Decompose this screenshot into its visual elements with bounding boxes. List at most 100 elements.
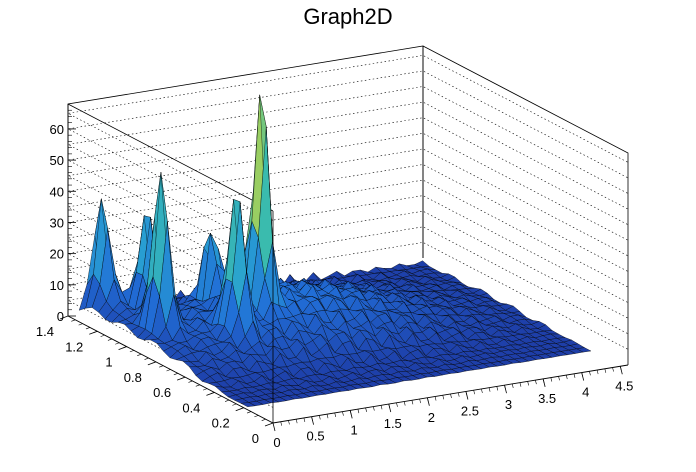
- x-minor-tick: [519, 382, 522, 387]
- x-minor-tick: [342, 411, 344, 416]
- y-tick-label: 0.6: [153, 385, 171, 400]
- x-minor-tick: [288, 420, 290, 425]
- surface-mesh: [78, 94, 592, 407]
- y-minor-tick: [122, 346, 127, 349]
- x-minor-tick: [373, 406, 375, 411]
- y-minor-tick: [195, 384, 200, 387]
- x-minor-tick: [465, 391, 468, 396]
- x-minor-tick: [319, 415, 321, 420]
- x-minor-tick: [473, 390, 475, 395]
- y-tick: [59, 315, 69, 320]
- z-tick-label: 30: [50, 215, 64, 230]
- x-minor-tick: [542, 378, 545, 383]
- y-minor-tick: [254, 415, 259, 418]
- x-minor-tick: [295, 419, 298, 424]
- x-minor-tick: [450, 393, 452, 399]
- z-tick-label: 20: [50, 247, 64, 262]
- x-minor-tick: [612, 367, 614, 372]
- x-minor-tick: [573, 373, 576, 378]
- x-tick-label: 1.5: [384, 416, 402, 431]
- y-tick-label: 0.4: [182, 400, 200, 415]
- x-minor-tick: [457, 392, 460, 397]
- x-tick-label: 1: [351, 422, 358, 437]
- y-minor-tick: [246, 411, 252, 414]
- z-tick-label: 60: [50, 122, 64, 137]
- x-minor-tick: [535, 380, 537, 385]
- x-minor-tick: [396, 402, 398, 407]
- x-minor-tick: [427, 397, 429, 402]
- x-tick-label: 2: [428, 410, 435, 425]
- x-minor-tick: [357, 409, 360, 414]
- y-minor-tick: [217, 395, 222, 399]
- x-minor-tick: [558, 376, 560, 381]
- x-tick-label: 2.5: [461, 403, 479, 418]
- x-minor-tick: [442, 395, 445, 400]
- y-axis: 0 0.2 0.4 0.6 0.8 1 1.2 1.4: [36, 315, 274, 446]
- z-tick-label: 50: [50, 153, 64, 168]
- x-minor-tick: [565, 375, 568, 380]
- z-axis: 0 10 20 30 40 50 60: [50, 104, 76, 324]
- x-tick-label: 3: [505, 397, 512, 412]
- x-tick-label: 3.5: [538, 391, 556, 406]
- y-minor-tick: [159, 365, 164, 368]
- y-minor-tick: [100, 334, 105, 337]
- y-tick-label: 0.8: [124, 370, 142, 385]
- y-minor-tick: [239, 407, 244, 410]
- x-minor-tick: [326, 414, 329, 419]
- y-minor-tick: [71, 319, 76, 322]
- y-minor-tick: [115, 342, 120, 345]
- x-tick: [272, 422, 276, 432]
- y-minor-tick: [85, 327, 91, 330]
- z-tick-label: 0: [57, 309, 64, 324]
- chart-title: Graph2D: [303, 4, 393, 29]
- x-minor-tick: [511, 383, 514, 388]
- z-tick-label: 40: [50, 184, 64, 199]
- z-grid-line: [67, 70, 629, 237]
- surface-cell: [576, 347, 592, 353]
- x-tick-label: 0.5: [307, 429, 325, 444]
- x-minor-tick: [349, 410, 352, 415]
- x-minor-tick: [311, 416, 313, 421]
- y-tick: [264, 422, 274, 427]
- x-minor-tick: [504, 385, 506, 390]
- x-tick-label: 4: [582, 385, 589, 400]
- x-minor-tick: [419, 398, 421, 404]
- y-minor-tick: [181, 376, 186, 379]
- x-minor-tick: [550, 377, 553, 382]
- x-tick-label: 4.5: [615, 378, 633, 393]
- x-minor-tick: [334, 412, 337, 417]
- y-minor-tick: [261, 418, 266, 421]
- x-minor-tick: [434, 396, 437, 401]
- y-minor-tick: [129, 350, 134, 353]
- x-minor-tick: [388, 404, 391, 409]
- x-minor-tick: [596, 369, 599, 375]
- z-grid-line: [67, 86, 629, 252]
- left-top-edge: [67, 103, 274, 212]
- x-minor-tick: [604, 368, 607, 373]
- x-minor-tick: [488, 387, 491, 392]
- y-minor-tick: [78, 323, 83, 326]
- y-tick-label: 0: [252, 431, 259, 446]
- x-minor-tick: [527, 381, 529, 386]
- right-wall-frame: [422, 45, 629, 365]
- z-tick-label: 10: [50, 278, 64, 293]
- y-minor-tick: [93, 331, 98, 334]
- y-minor-tick: [107, 338, 113, 341]
- x-axis: 0 0.5 1 1.5 2 2.5 3 3.5 4 4.5: [272, 366, 633, 450]
- x-minor-tick: [365, 407, 367, 412]
- y-tick-label: 1.4: [36, 324, 54, 339]
- x-minor-tick: [619, 366, 622, 371]
- y-minor-tick: [151, 361, 156, 364]
- y-minor-tick: [203, 388, 208, 391]
- x-minor-tick: [303, 417, 306, 423]
- y-minor-tick: [144, 357, 149, 360]
- y-minor-tick: [232, 403, 237, 406]
- y-minor-tick: [188, 380, 193, 383]
- x-minor-tick: [496, 386, 499, 391]
- x-minor-tick: [280, 421, 283, 426]
- x-minor-tick: [380, 405, 383, 410]
- y-minor-tick: [173, 373, 178, 376]
- y-tick-label: 0.2: [212, 416, 230, 431]
- y-minor-tick: [224, 399, 230, 402]
